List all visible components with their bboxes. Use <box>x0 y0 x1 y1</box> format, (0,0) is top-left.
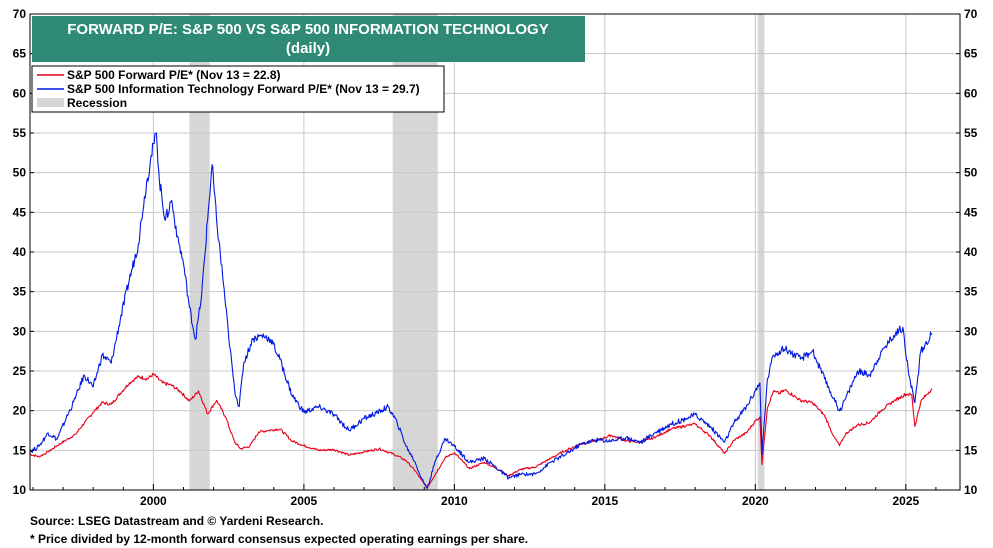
footnote: * Price divided by 12-month forward cons… <box>30 532 529 546</box>
y-tick-label-right-30: 30 <box>964 324 978 338</box>
y-tick-label-left-55: 55 <box>13 126 27 140</box>
y-tick-label-left-35: 35 <box>13 285 27 299</box>
y-tick-label-right-50: 50 <box>964 166 978 180</box>
y-tick-label-right-15: 15 <box>964 443 978 457</box>
y-tick-label-right-40: 40 <box>964 245 978 259</box>
x-tick-label-2005: 2005 <box>291 494 318 508</box>
y-tick-label-right-35: 35 <box>964 285 978 299</box>
x-tick-label-2020: 2020 <box>742 494 769 508</box>
x-tick-label-2015: 2015 <box>592 494 619 508</box>
legend-label-sp500: S&P 500 Forward P/E* (Nov 13 = 22.8) <box>67 68 281 82</box>
y-tick-label-right-55: 55 <box>964 126 978 140</box>
y-tick-label-left-30: 30 <box>13 324 27 338</box>
legend: S&P 500 Forward P/E* (Nov 13 = 22.8) S&P… <box>31 65 445 113</box>
gridlines <box>30 14 960 490</box>
y-tick-label-right-45: 45 <box>964 205 978 219</box>
chart-subtitle: (daily) <box>286 40 330 57</box>
series-line-sp500-it <box>29 132 933 489</box>
legend-box <box>31 65 445 113</box>
legend-label-sp500-it: S&P 500 Information Technology Forward P… <box>67 82 420 96</box>
y-tick-label-right-25: 25 <box>964 364 978 378</box>
y-tick-label-left-10: 10 <box>13 483 27 497</box>
series-lines <box>29 132 933 489</box>
chart-title: FORWARD P/E: S&P 500 VS S&P 500 INFORMAT… <box>67 21 548 38</box>
legend-swatch-recession <box>37 98 64 107</box>
y-tick-label-right-60: 60 <box>964 86 978 100</box>
x-axis: 2000 2005 2010 2015 2020 2025 <box>32 484 937 508</box>
y-tick-label-left-50: 50 <box>13 166 27 180</box>
y-tick-label-right-70: 70 <box>964 7 978 21</box>
series-line-sp500 <box>29 372 933 489</box>
y-tick-label-left-20: 20 <box>13 404 27 418</box>
y-tick-label-left-15: 15 <box>13 443 27 457</box>
y-tick-label-left-25: 25 <box>13 364 27 378</box>
chart-title-box: FORWARD P/E: S&P 500 VS S&P 500 INFORMAT… <box>32 16 585 62</box>
y-axis-right: 10 15 20 25 30 35 40 45 50 55 60 65 70 <box>956 7 978 497</box>
y-tick-label-left-70: 70 <box>13 7 27 21</box>
source-note: Source: LSEG Datastream and © Yardeni Re… <box>30 514 324 528</box>
y-tick-label-left-60: 60 <box>13 86 27 100</box>
legend-label-recession: Recession <box>67 96 127 110</box>
y-axis-left: 10 15 20 25 30 35 40 45 50 55 60 65 70 <box>13 7 34 497</box>
y-tick-label-left-65: 65 <box>13 47 27 61</box>
y-tick-label-right-65: 65 <box>964 47 978 61</box>
x-tick-label-2000: 2000 <box>140 494 167 508</box>
title-background <box>32 16 585 62</box>
y-tick-label-left-45: 45 <box>13 205 27 219</box>
x-tick-label-2025: 2025 <box>892 494 919 508</box>
y-tick-label-right-10: 10 <box>964 483 978 497</box>
y-tick-label-right-20: 20 <box>964 404 978 418</box>
y-tick-label-left-40: 40 <box>13 245 27 259</box>
x-tick-label-2010: 2010 <box>441 494 468 508</box>
